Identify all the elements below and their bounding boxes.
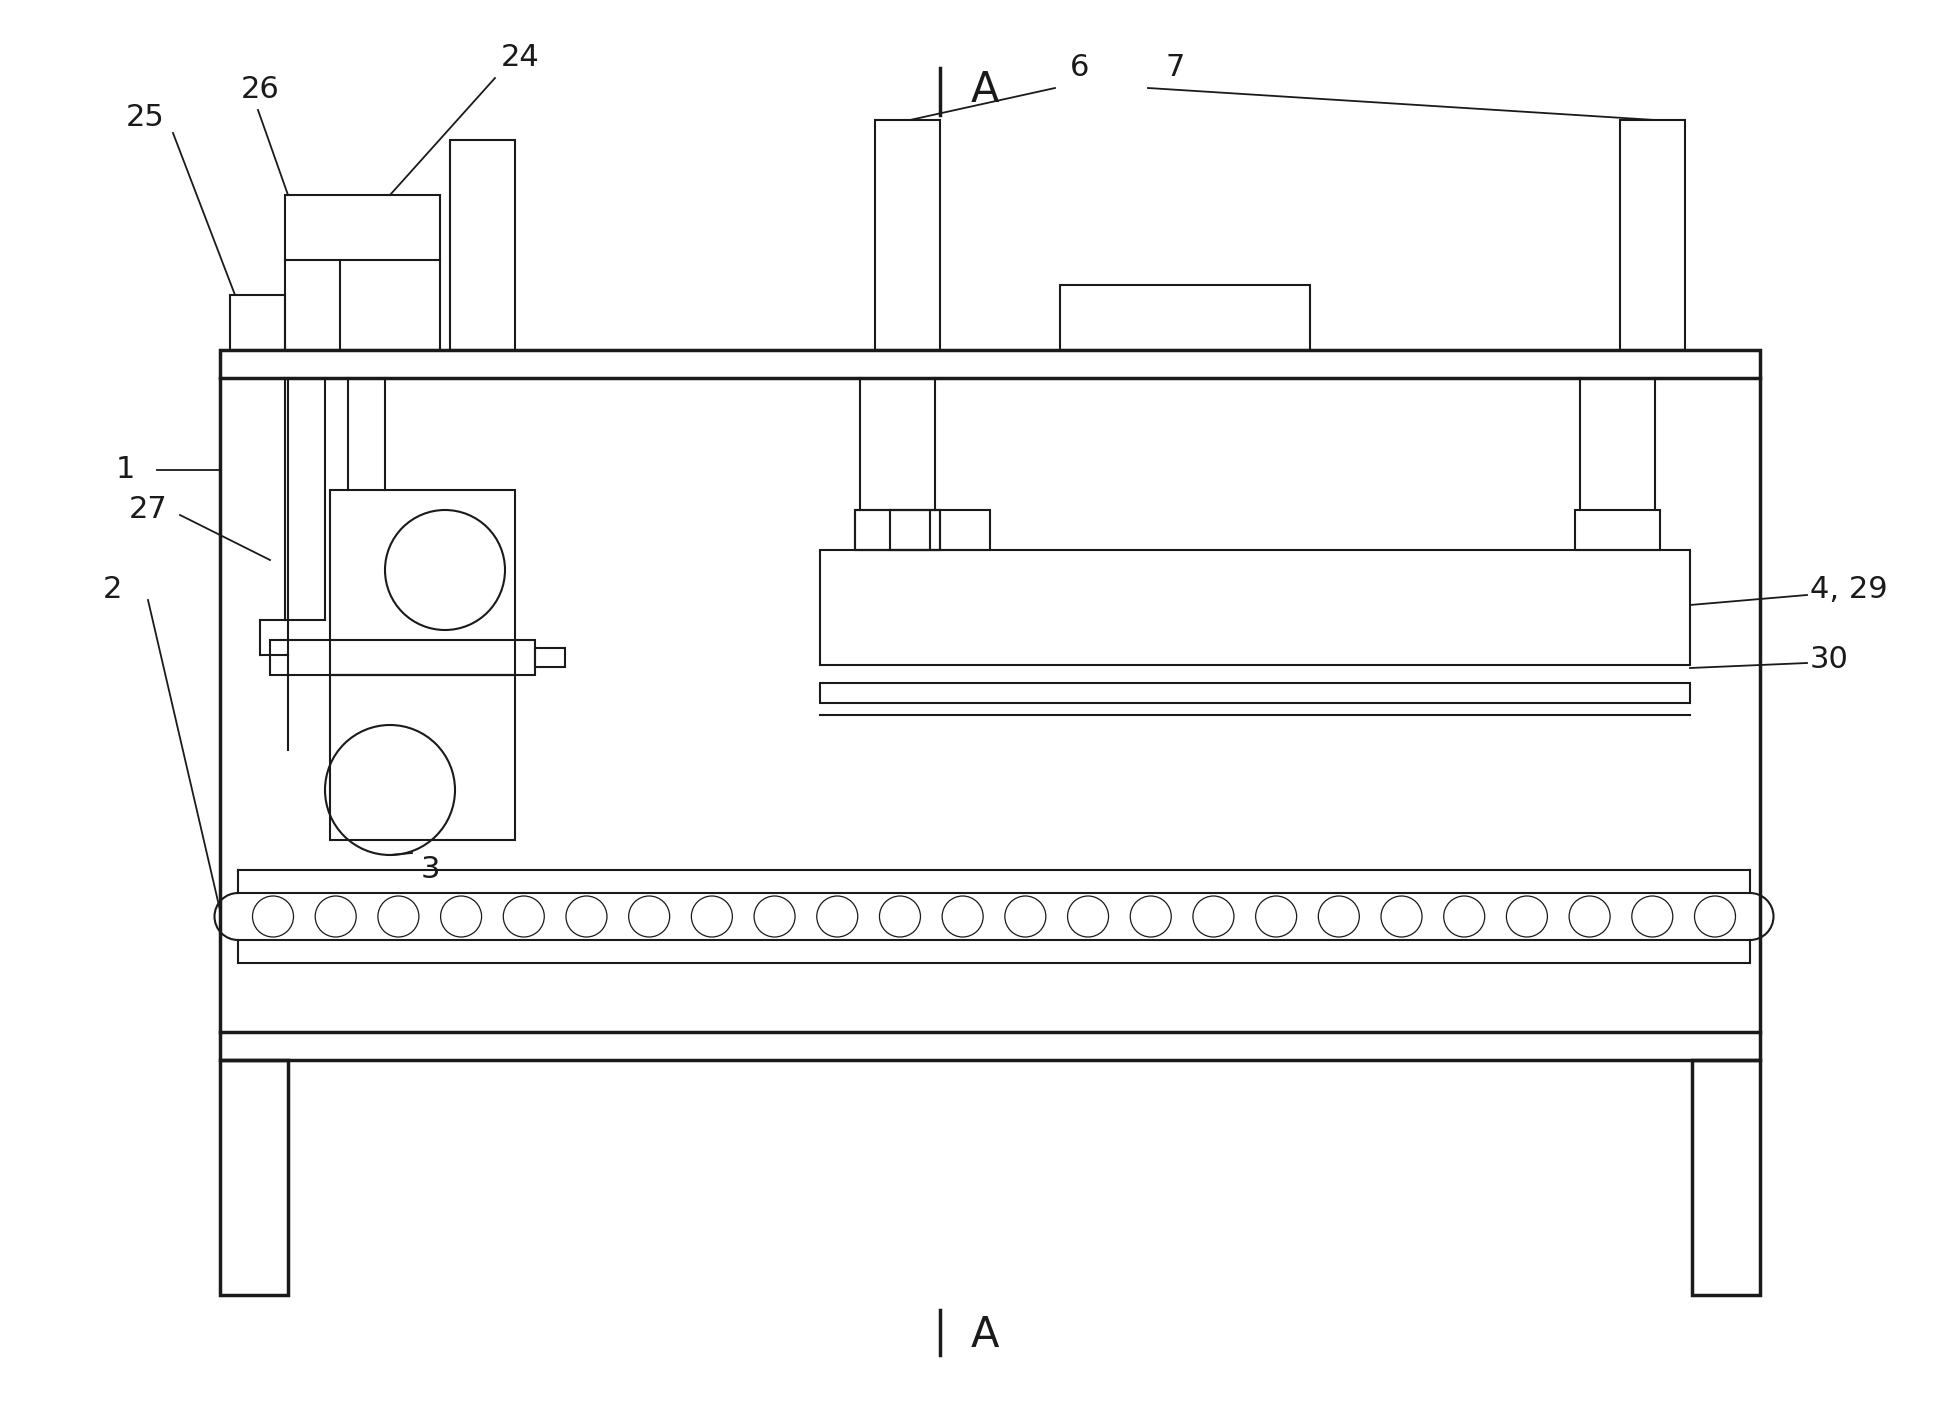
Text: 6: 6: [1069, 54, 1089, 82]
Bar: [450, 141, 514, 350]
Bar: [820, 550, 1689, 665]
Bar: [329, 490, 514, 675]
Text: 27: 27: [129, 496, 168, 524]
Text: 25: 25: [125, 104, 164, 132]
Bar: [820, 684, 1689, 703]
Bar: [875, 119, 939, 350]
Bar: [220, 1060, 288, 1295]
Text: A: A: [970, 1314, 999, 1356]
Bar: [271, 639, 534, 675]
Bar: [329, 675, 514, 840]
Text: 3: 3: [421, 855, 440, 884]
Bar: [1691, 1060, 1759, 1295]
Bar: [1060, 286, 1309, 350]
Bar: [890, 510, 990, 550]
Text: 1: 1: [115, 456, 134, 485]
Text: 2: 2: [101, 576, 121, 604]
Bar: [284, 195, 440, 350]
Bar: [1619, 119, 1685, 350]
Text: 30: 30: [1810, 645, 1849, 675]
Text: 7: 7: [1165, 54, 1184, 82]
Bar: [855, 510, 939, 550]
Text: 26: 26: [240, 75, 279, 105]
Text: 4, 29: 4, 29: [1810, 576, 1888, 604]
Bar: [220, 1032, 1759, 1060]
Bar: [1574, 510, 1660, 550]
Text: 24: 24: [501, 44, 540, 72]
Bar: [534, 648, 565, 666]
Bar: [855, 510, 939, 550]
Text: A: A: [970, 70, 999, 111]
Bar: [220, 350, 1759, 378]
Bar: [230, 296, 284, 350]
